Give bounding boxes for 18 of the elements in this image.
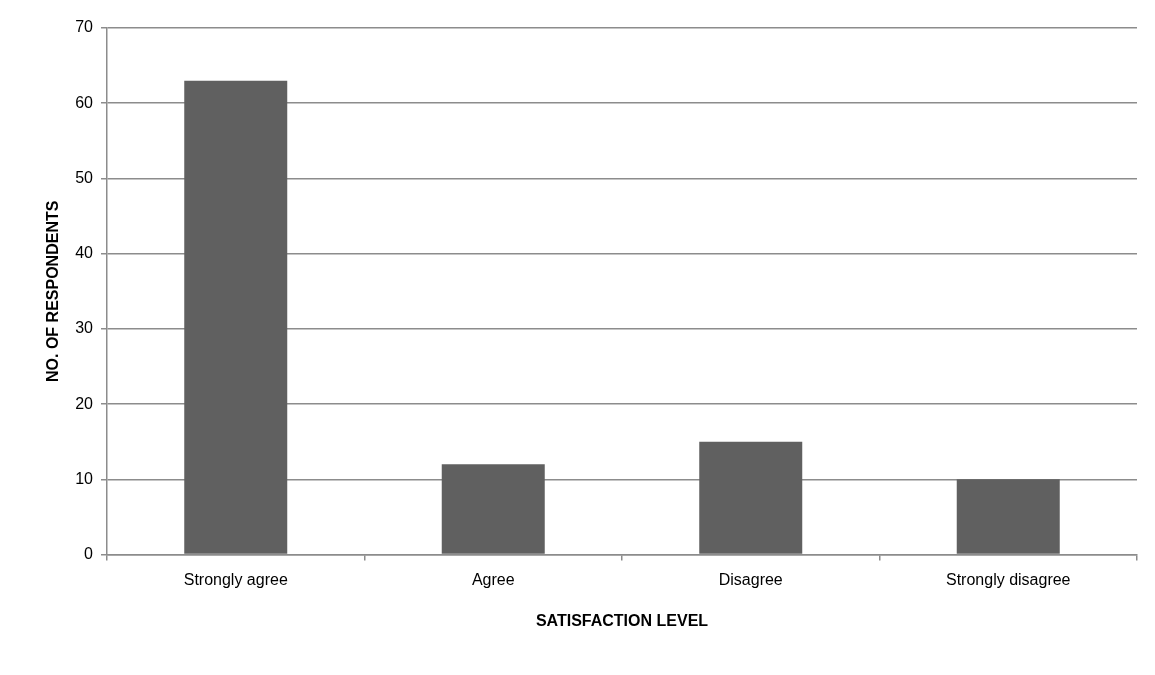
bar: [184, 80, 288, 554]
y-tick-label: 10: [75, 469, 94, 487]
y-tick-label: 20: [75, 394, 94, 412]
x-axis-title: SATISFACTION LEVEL: [535, 611, 709, 629]
y-tick-label: 30: [75, 319, 94, 337]
y-tick-label: 70: [75, 18, 94, 36]
x-tick-label: Strongly disagree: [945, 570, 1071, 588]
y-axis-title: NO. OF RESPONDENTS: [44, 200, 62, 382]
y-tick-label: 60: [75, 93, 94, 111]
x-tick-label: Disagree: [718, 570, 783, 588]
y-tick-label: 50: [75, 168, 94, 186]
bar: [699, 441, 803, 554]
y-tick-label: 40: [75, 244, 94, 262]
x-tick-label: Strongly agree: [183, 570, 288, 588]
x-tick-label: Agree: [471, 570, 515, 588]
bar: [956, 479, 1060, 554]
bar: [441, 464, 545, 554]
y-tick-label: 0: [84, 545, 94, 563]
